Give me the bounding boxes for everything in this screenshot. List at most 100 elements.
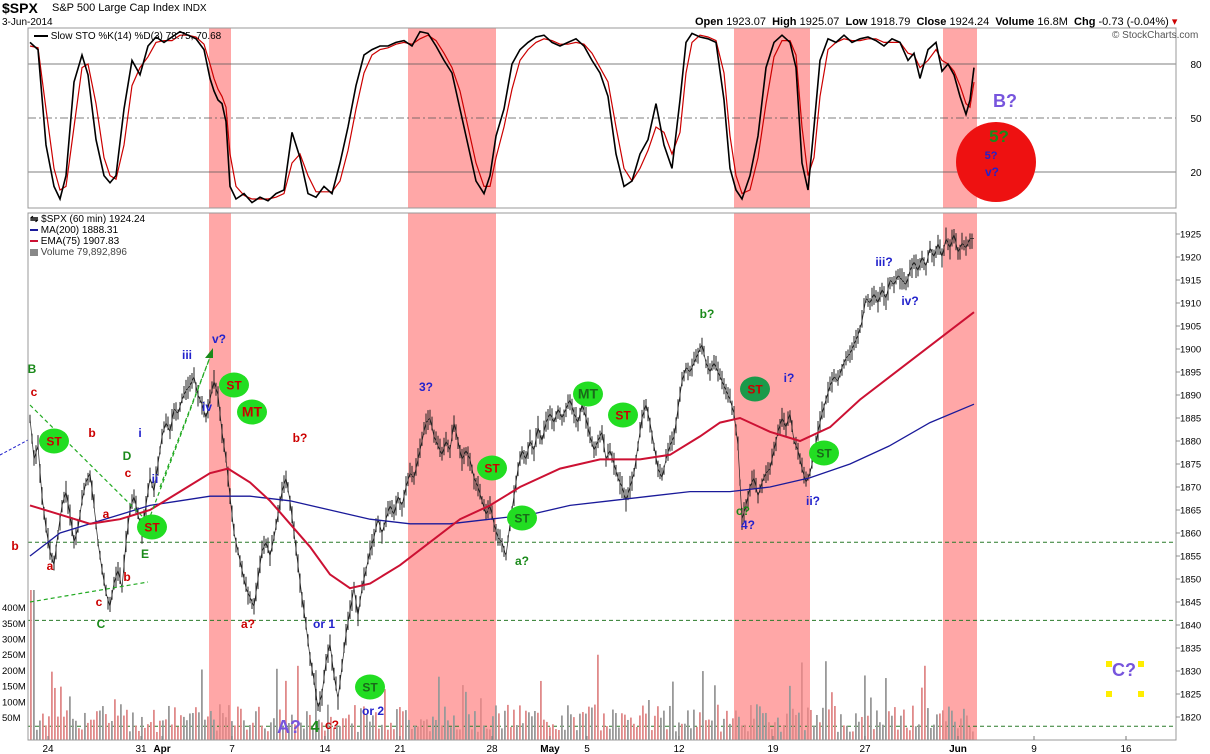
volume-bar <box>834 706 836 740</box>
ohlc-row: Open 1923.07 High 1925.07 Low 1918.79 Cl… <box>695 15 1177 28</box>
volume-bar <box>936 714 938 740</box>
volume-bar <box>717 704 719 740</box>
volume-bar <box>93 719 95 740</box>
volume-bar <box>714 685 716 740</box>
volume-bar <box>861 716 863 740</box>
volume-bar <box>579 713 581 740</box>
wave-label-17: b? <box>293 431 308 445</box>
price-tick-1905: 1905 <box>1180 322 1201 333</box>
volume-bar <box>288 723 290 740</box>
volume-bar <box>639 715 641 740</box>
x-tick-27: 27 <box>859 744 871 754</box>
volume-bar <box>894 707 896 740</box>
volume-bar <box>426 719 428 740</box>
volume-bar <box>885 678 887 740</box>
volume-bar <box>105 714 107 740</box>
badge-oval-3 <box>237 399 267 425</box>
price-tick-1920: 1920 <box>1180 253 1201 264</box>
badge-st-10: ST <box>816 447 832 461</box>
stochastic-legend-text: Slow STO %K(14) %D(3) 78.75, 70.68 <box>50 31 222 42</box>
volume-bar <box>924 665 926 740</box>
volume-tick-2: 150M <box>2 682 26 693</box>
badge-oval-4 <box>355 674 385 700</box>
wave-label-24: b? <box>700 307 715 321</box>
volume-bar <box>942 710 944 740</box>
badge-oval-10 <box>809 440 839 466</box>
volume-bar <box>231 721 233 740</box>
ma-swatch <box>30 229 38 232</box>
ema-swatch <box>30 240 38 243</box>
wave-label-26: 4? <box>741 518 755 532</box>
volume-bar <box>744 724 746 740</box>
volume-bar <box>414 725 416 740</box>
volume-bar <box>438 676 440 740</box>
volume-bar <box>270 722 272 740</box>
wave-label-5: a <box>103 507 110 521</box>
volume-bar <box>843 725 845 740</box>
price-legend-main-text: $SPX (60 min) 1924.24 <box>41 214 146 225</box>
price-tick-1885: 1885 <box>1180 414 1201 425</box>
exchange: INDX <box>182 3 207 14</box>
volume-bar <box>258 706 260 740</box>
volume-bar <box>291 714 293 740</box>
volume-bar <box>771 729 773 740</box>
volume-bar <box>120 704 122 740</box>
volume-bar <box>972 731 974 740</box>
volume-bar <box>858 721 860 740</box>
volume-bar <box>534 710 536 740</box>
shade-price-0 <box>209 213 231 740</box>
stochastic-tick-20: 20 <box>1190 168 1202 179</box>
price-tick-1890: 1890 <box>1180 391 1201 402</box>
volume-bar <box>660 717 662 740</box>
volume-bar <box>897 729 899 740</box>
legend-swatch-k <box>34 35 48 38</box>
price-tick-1870: 1870 <box>1180 483 1201 494</box>
volume-swatch-icon <box>30 248 38 256</box>
volume-bar <box>678 722 680 740</box>
volume-bar <box>804 730 806 740</box>
volume-bar <box>783 725 785 740</box>
volume-bar <box>900 715 902 740</box>
volume-bar <box>573 717 575 740</box>
volume-bar <box>342 718 344 740</box>
volume-bar <box>630 717 632 740</box>
volume-bar <box>273 718 275 740</box>
volume-bar <box>795 714 797 740</box>
volume-bar <box>225 717 227 740</box>
volume-bar <box>633 723 635 740</box>
volume-bar <box>195 707 197 740</box>
axes: 20 50 80 1820 1825 1830 1835 1840 1845 1850 1855 18… <box>2 27 1202 754</box>
wave-label-12: i <box>138 426 141 440</box>
volume-bar <box>51 671 53 740</box>
volume-bar <box>606 726 608 740</box>
price-tick-1840: 1840 <box>1180 621 1201 632</box>
volume-bar <box>840 714 842 740</box>
volume-bar <box>303 728 305 740</box>
volume-bar <box>66 710 68 740</box>
volume-bar <box>72 718 74 740</box>
ema-legend-text: EMA(75) 1907.83 <box>40 236 120 247</box>
volume-bar <box>435 719 437 740</box>
volume-bar <box>669 705 671 740</box>
volume-bar <box>483 725 485 740</box>
volume-bar <box>135 725 137 740</box>
volume-bar <box>555 729 557 740</box>
volume-bar <box>123 715 125 740</box>
volume-bar <box>513 709 515 740</box>
badge-st-5: ST <box>484 462 500 476</box>
x-tick-7: 7 <box>229 744 235 754</box>
x-tick-Jun: Jun <box>949 744 967 754</box>
volume-bar <box>864 675 866 740</box>
volume-bar <box>852 731 854 740</box>
badge-st-2: ST <box>226 379 242 393</box>
volume-bar <box>69 696 71 740</box>
volume-bar <box>192 713 194 740</box>
volume-bar <box>528 712 530 740</box>
volume-bar <box>222 713 224 740</box>
volume-bar <box>636 726 638 740</box>
selection-handle-1 <box>1138 661 1144 667</box>
stochastic-legend: Slow STO %K(14) %D(3) 78.75, 70.68 <box>34 31 221 42</box>
x-tick-9: 9 <box>1031 744 1037 754</box>
big-label-1: 4 <box>311 719 320 736</box>
volume-bar <box>429 731 431 740</box>
